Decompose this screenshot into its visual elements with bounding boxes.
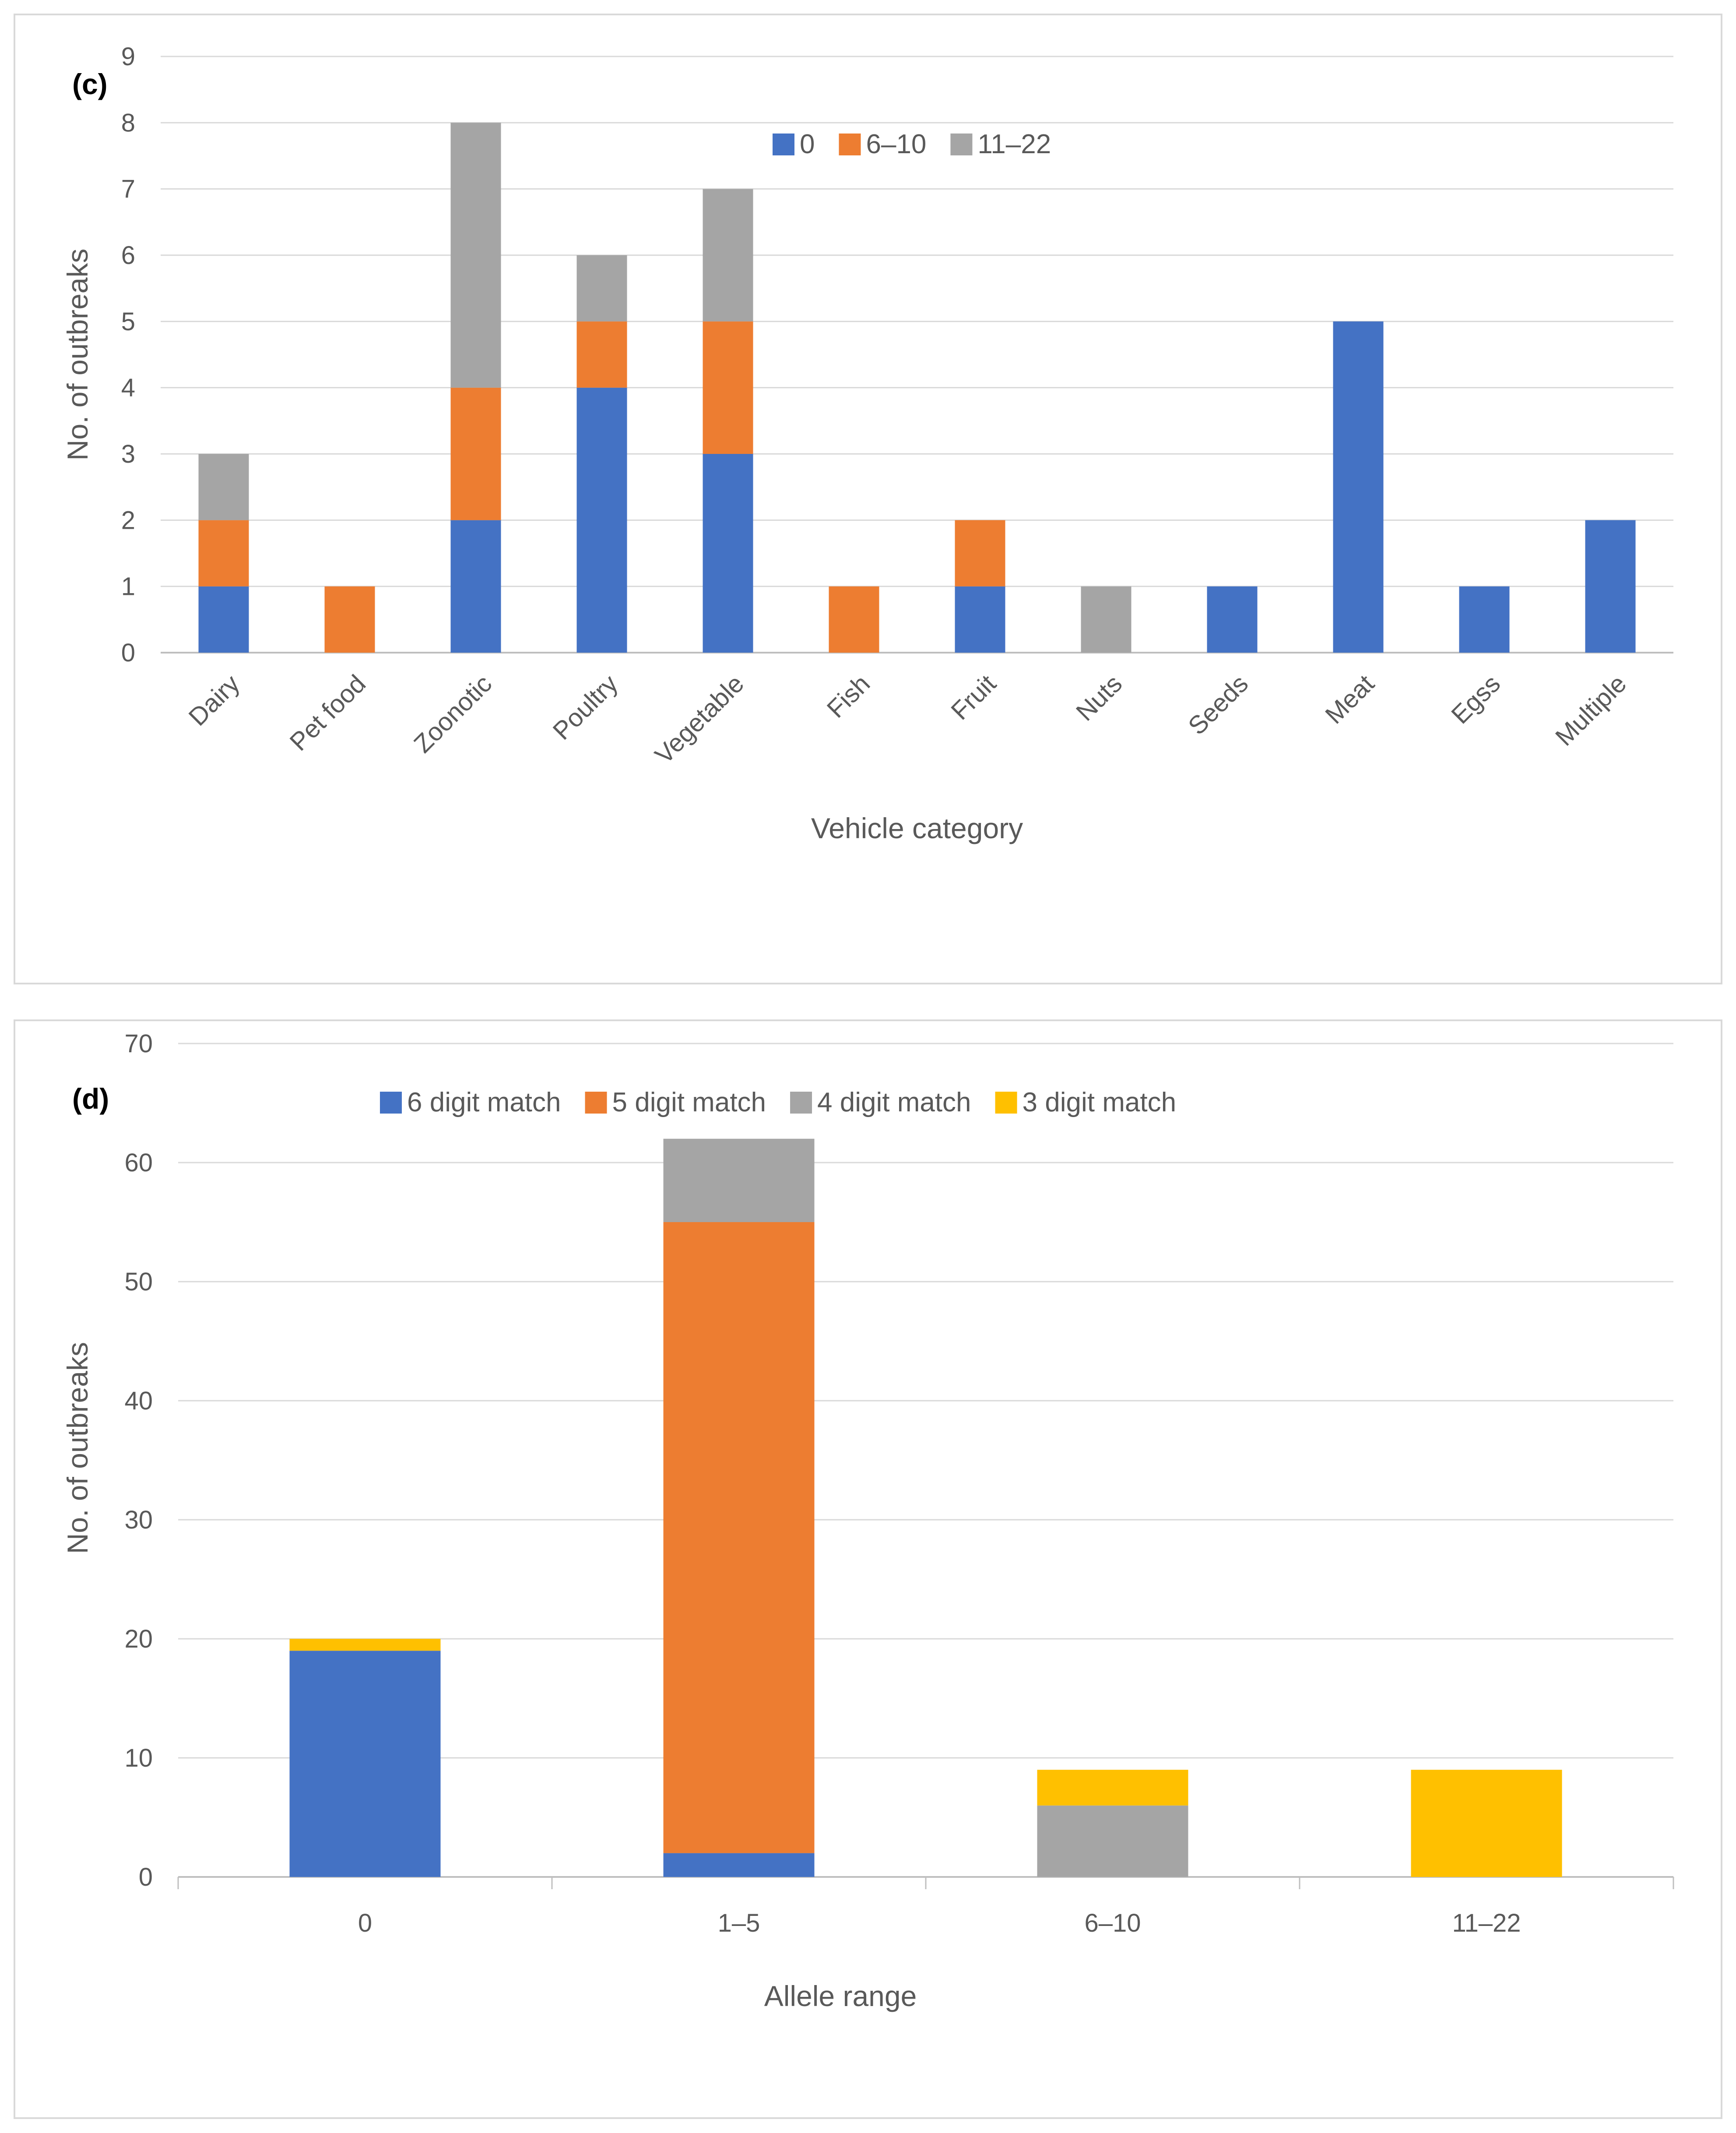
x-tick-label: Seeds bbox=[1183, 669, 1254, 740]
legend-label: 4 digit match bbox=[817, 1087, 971, 1117]
legend-swatch bbox=[950, 134, 973, 155]
y-tick-label: 1 bbox=[121, 573, 135, 601]
x-tick-label: 0 bbox=[358, 1909, 372, 1937]
y-tick-label: 2 bbox=[121, 506, 135, 534]
y-tick-label: 0 bbox=[139, 1863, 153, 1891]
chart-c: 0 1 2 3 4 5 6 7 8 9 Dairy Pet food Zoonotic Poultry Ve… bbox=[61, 42, 1673, 844]
legend-swatch bbox=[839, 134, 861, 155]
x-tick-label: 6–10 bbox=[1084, 1909, 1141, 1937]
bar-6-10-4-digit-match bbox=[1037, 1805, 1188, 1877]
y-tick-label: 10 bbox=[124, 1744, 153, 1772]
x-tick-label: Zoonotic bbox=[408, 669, 497, 758]
bar-1-5-6-digit-match bbox=[663, 1853, 815, 1877]
panel-label-d: (d) bbox=[72, 1082, 109, 1115]
y-tick-label: 7 bbox=[121, 175, 135, 204]
x-tick-label: Egss bbox=[1446, 669, 1506, 729]
legend-label: 5 digit match bbox=[612, 1087, 766, 1117]
y-tick-label: 0 bbox=[121, 639, 135, 667]
bar-vegetable-6-10 bbox=[703, 321, 753, 454]
bar-0-6-digit-match bbox=[289, 1651, 441, 1877]
bar-fruit-0 bbox=[955, 586, 1005, 653]
x-tick-label: Fish bbox=[822, 669, 875, 723]
bar-11-22-3-digit-match bbox=[1411, 1770, 1562, 1877]
bar-nuts-11-22 bbox=[1081, 586, 1132, 653]
y-axis-title: No. of outbreaks bbox=[61, 249, 94, 460]
y-tick-label: 5 bbox=[121, 307, 135, 336]
y-tick-label: 60 bbox=[124, 1149, 153, 1177]
bar-dairy-6-10 bbox=[198, 520, 249, 587]
bar-fruit-6-10 bbox=[955, 520, 1005, 587]
legend-label: 6 digit match bbox=[407, 1087, 561, 1117]
bar-pet-food-6-10 bbox=[324, 586, 375, 653]
bar-dairy-11-22 bbox=[198, 454, 249, 520]
y-tick-label: 30 bbox=[124, 1506, 153, 1534]
x-axis-title: Vehicle category bbox=[811, 812, 1023, 844]
bar-0-3-digit-match bbox=[289, 1639, 441, 1651]
bar-poultry-0 bbox=[576, 387, 627, 653]
y-tick-label: 20 bbox=[124, 1625, 153, 1653]
bar-multiple-0 bbox=[1585, 520, 1636, 653]
bar-fish-6-10 bbox=[829, 586, 879, 653]
legend-swatch bbox=[790, 1092, 812, 1114]
bar-dairy-0 bbox=[198, 586, 249, 653]
legend-label: 6–10 bbox=[866, 129, 926, 159]
bar-vegetable-0 bbox=[703, 454, 753, 653]
legend-swatch bbox=[995, 1092, 1017, 1114]
y-tick-label: 8 bbox=[121, 109, 135, 137]
legend-swatch bbox=[380, 1092, 402, 1114]
y-tick-label: 40 bbox=[124, 1387, 153, 1415]
x-tick-label: Poultry bbox=[548, 669, 624, 745]
bar-egss-0 bbox=[1459, 586, 1510, 653]
x-tick-label: Pet food bbox=[284, 669, 371, 756]
chart-d: 0 10 20 30 40 50 60 70 0 1–5 6–10 11–22 (d) No. of ou… bbox=[61, 1030, 1674, 2012]
bar-poultry-11-22 bbox=[576, 255, 627, 322]
bar-seeds-0 bbox=[1207, 586, 1258, 653]
y-tick-label: 9 bbox=[121, 42, 135, 71]
chart-panel-d: 0 10 20 30 40 50 60 70 0 1–5 6–10 11–22 (d) No. of ou… bbox=[14, 1019, 1722, 2119]
chart-panel-c: 0 1 2 3 4 5 6 7 8 9 Dairy Pet food Zoonotic Poultry Ve… bbox=[14, 14, 1722, 984]
legend-swatch bbox=[585, 1092, 607, 1114]
x-tick-label: 1–5 bbox=[718, 1909, 760, 1937]
bar-zoonotic-6-10 bbox=[450, 387, 501, 520]
legend-swatch bbox=[773, 134, 794, 155]
x-tick-label: Nuts bbox=[1071, 669, 1128, 726]
x-axis-title: Allele range bbox=[764, 1980, 917, 2012]
x-tick-label: Vegetable bbox=[650, 669, 749, 769]
x-tick-label: Dairy bbox=[183, 669, 246, 731]
x-tick-label: 11–22 bbox=[1452, 1909, 1521, 1937]
y-axis-title: No. of outbreaks bbox=[61, 1342, 94, 1554]
x-tick-label: Meat bbox=[1320, 669, 1380, 729]
y-tick-label: 3 bbox=[121, 440, 135, 468]
bar-poultry-6-10 bbox=[576, 321, 627, 388]
bar-zoonotic-0 bbox=[450, 520, 501, 653]
bar-6-10-3-digit-match bbox=[1037, 1770, 1188, 1806]
legend-label: 0 bbox=[800, 129, 815, 159]
bar-1-5-4-digit-match bbox=[663, 1139, 815, 1222]
y-tick-label: 50 bbox=[124, 1268, 153, 1296]
bar-1-5-5-digit-match bbox=[663, 1222, 815, 1853]
y-tick-label: 70 bbox=[124, 1030, 153, 1058]
y-tick-label: 6 bbox=[121, 241, 135, 270]
bar-vegetable-11-22 bbox=[703, 189, 753, 322]
x-tick-label: Fruit bbox=[945, 669, 1002, 725]
legend-label: 11–22 bbox=[977, 129, 1051, 159]
x-tick-label: Multiple bbox=[1550, 669, 1632, 751]
panel-label-c: (c) bbox=[72, 68, 108, 100]
y-tick-label: 4 bbox=[121, 374, 135, 402]
legend-label: 3 digit match bbox=[1023, 1087, 1177, 1117]
bar-zoonotic-11-22 bbox=[450, 123, 501, 388]
bar-meat-0 bbox=[1333, 321, 1384, 653]
